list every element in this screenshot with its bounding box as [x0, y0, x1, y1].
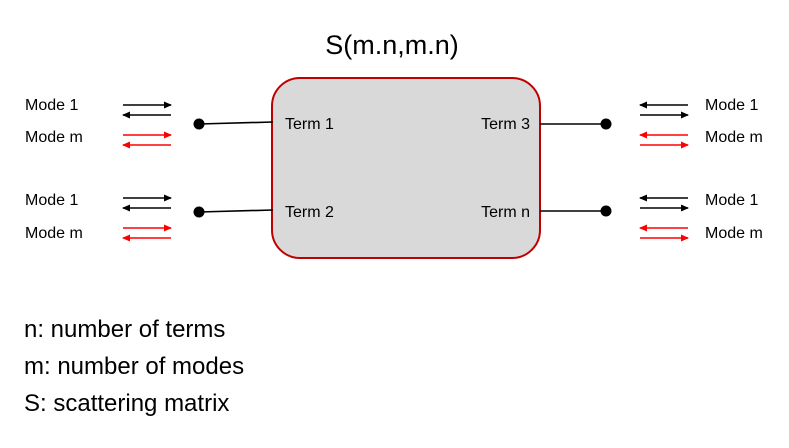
- diagram-title: S(m.n,m.n): [325, 30, 459, 60]
- legend-s: S: scattering matrix: [24, 390, 229, 417]
- term-3-port-dot: [600, 118, 612, 130]
- term-2-port-dot: [193, 206, 205, 218]
- term-1-port-dot: [193, 118, 205, 130]
- right-bottom-mode-m-label: Mode m: [705, 225, 763, 242]
- term-2-label: Term 2: [285, 204, 334, 221]
- term-2-wire: [198, 209, 274, 213]
- legend-m: m: number of modes: [24, 353, 244, 380]
- right-top-mode-m-label: Mode m: [705, 129, 763, 146]
- term-3-label: Term 3: [481, 116, 530, 133]
- left-top-mode-m-label: Mode m: [25, 129, 83, 146]
- term-n-port-dot: [600, 205, 612, 217]
- left-top-mode-1-label: Mode 1: [25, 97, 78, 114]
- scattering-matrix-box: [271, 77, 541, 259]
- legend-n: n: number of terms: [24, 316, 225, 343]
- left-bottom-mode-1-label: Mode 1: [25, 192, 78, 209]
- right-top-mode-1-label: Mode 1: [705, 97, 758, 114]
- term-1-wire: [198, 121, 274, 125]
- right-bottom-mode-1-label: Mode 1: [705, 192, 758, 209]
- left-bottom-mode-m-label: Mode m: [25, 225, 83, 242]
- term-1-label: Term 1: [285, 116, 334, 133]
- term-n-label: Term n: [481, 204, 530, 221]
